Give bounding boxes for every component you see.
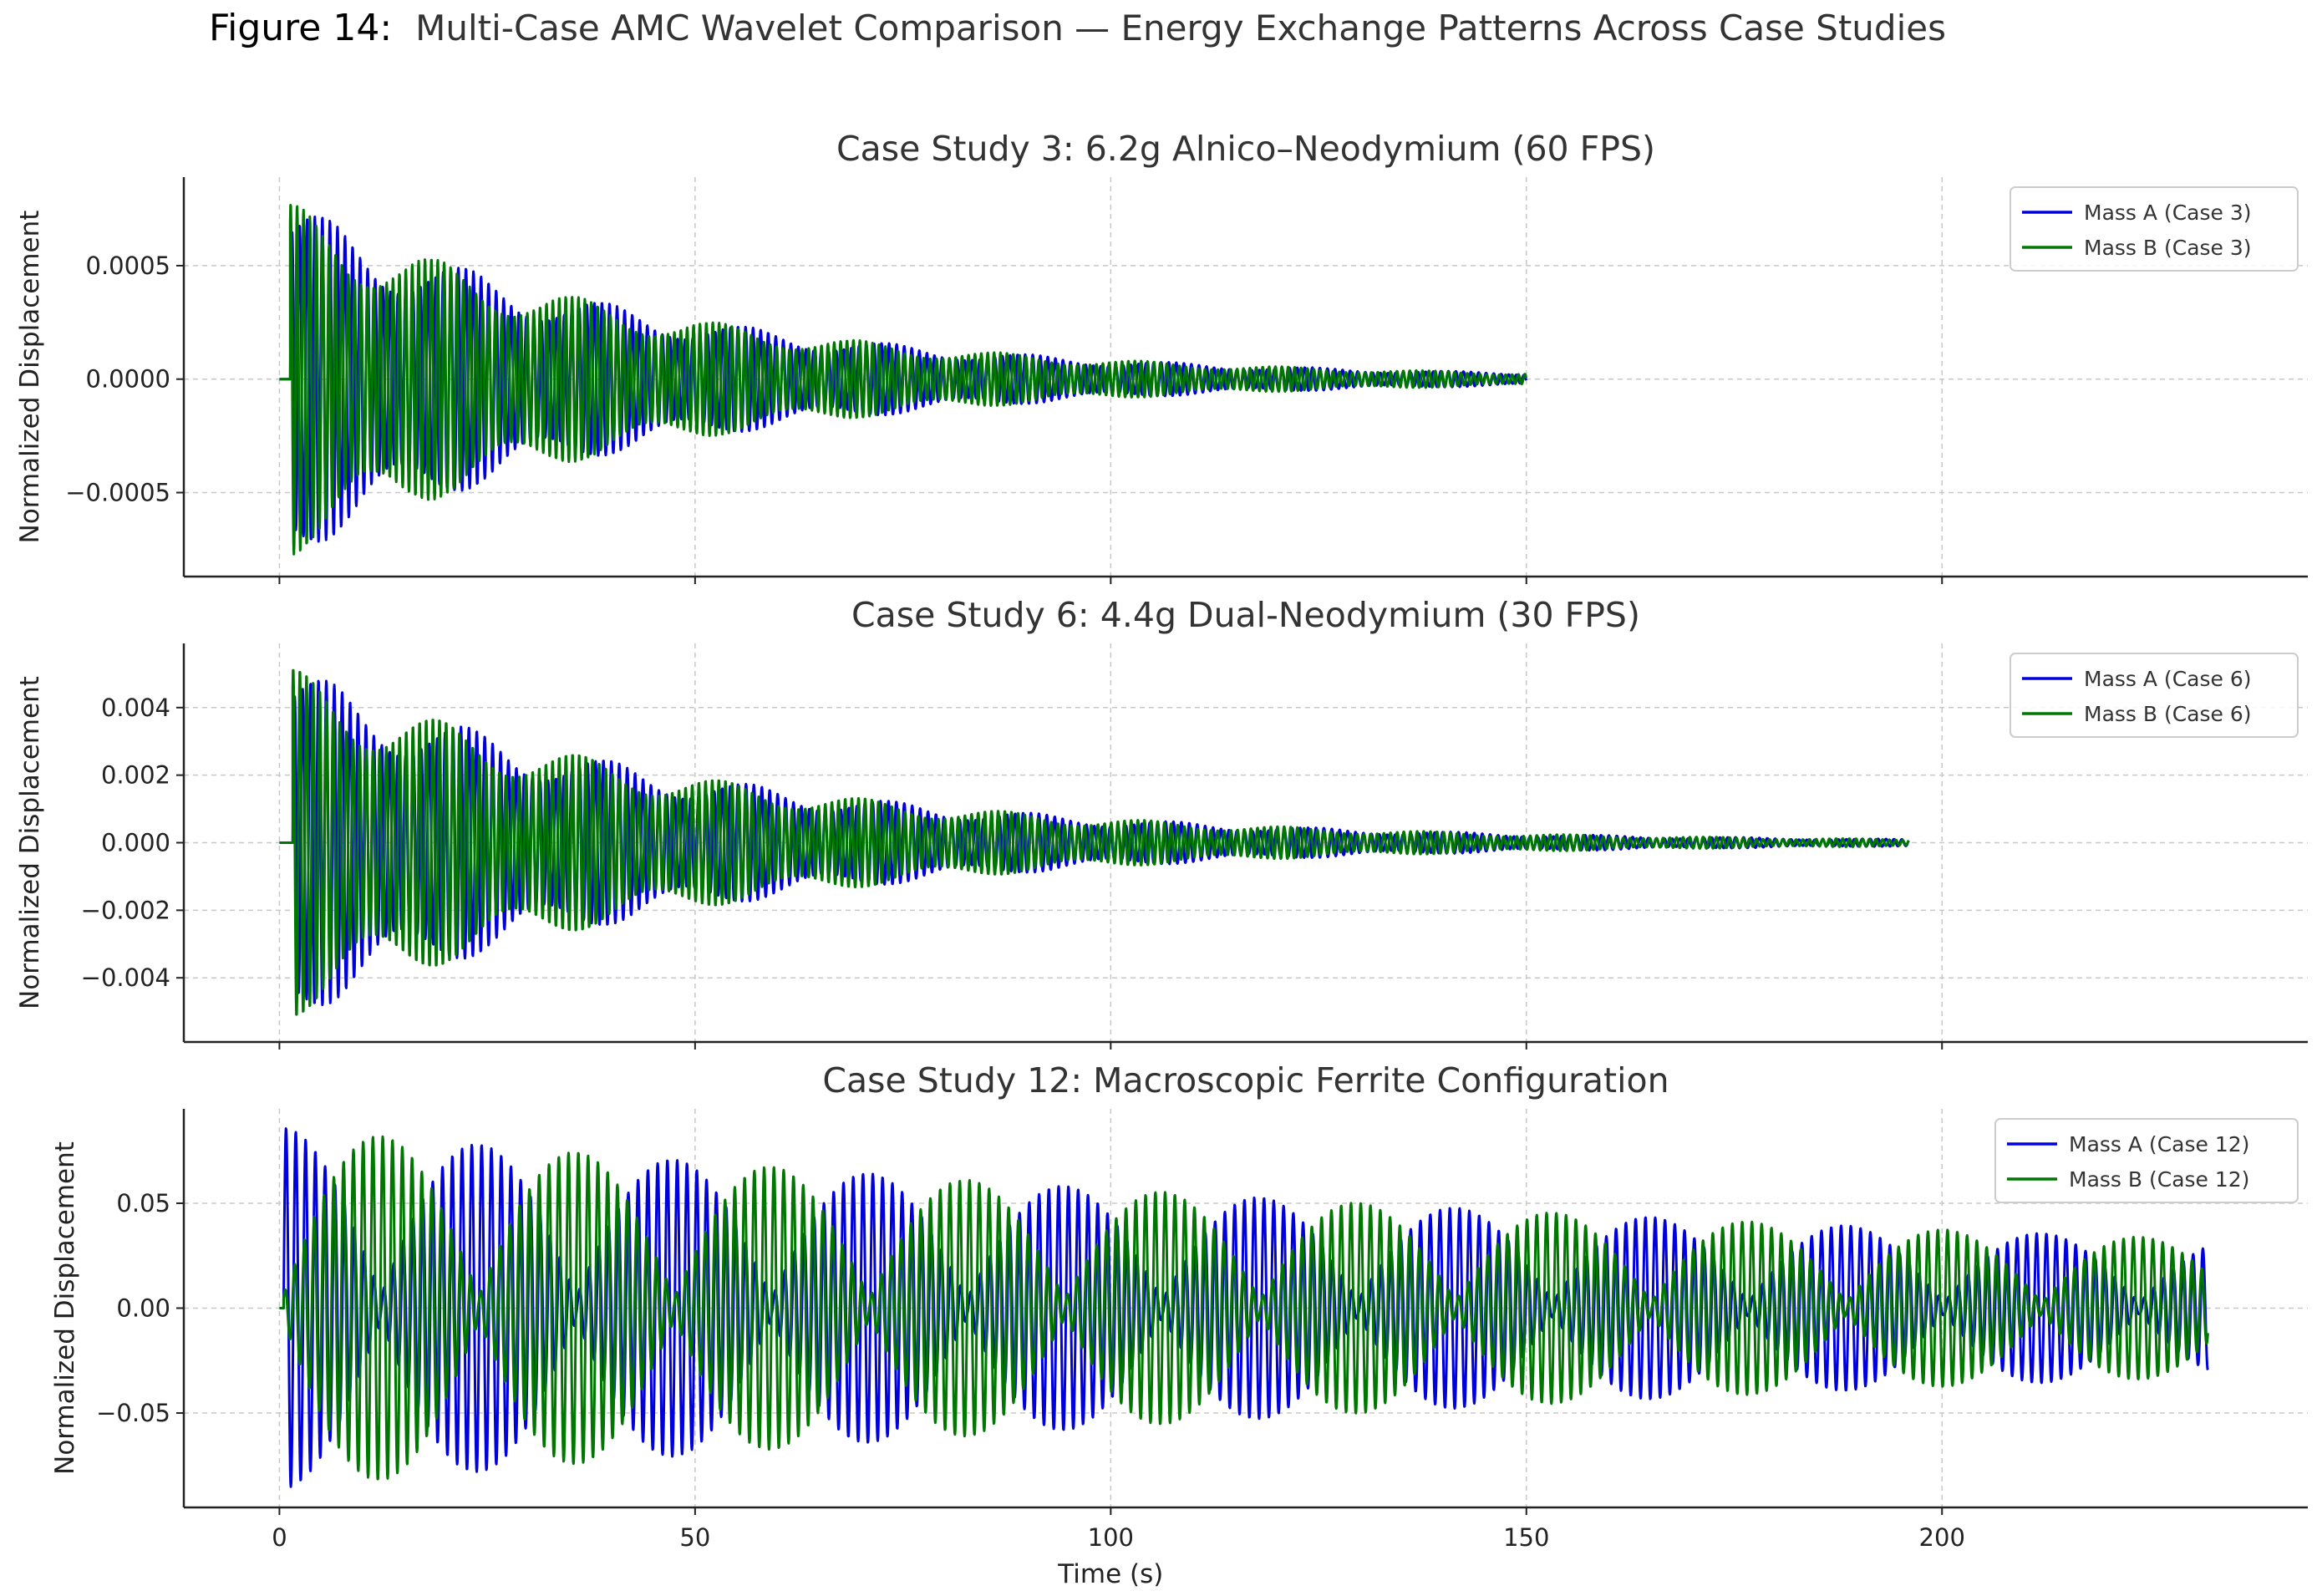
- y-tick-label: 0.0000: [86, 365, 170, 394]
- chart-panel-3: 0 50 100 150 200 −0.05 0.00 0.05 Case Study 12: …: [50, 1060, 2308, 1589]
- legend-label: Mass B (Case 12): [2069, 1167, 2249, 1192]
- y-axis-label: Normalized Displacement: [50, 1141, 80, 1475]
- x-tick-label: 150: [1503, 1523, 1549, 1552]
- plot-area: [279, 204, 1528, 556]
- legend: Mass A (Case 6) Mass B (Case 6): [2010, 653, 2299, 738]
- legend-box: [2010, 653, 2299, 738]
- panel-title: Case Study 3: 6.2g Alnico–Neodymium (60 …: [836, 129, 1655, 169]
- y-tick-label: −0.0005: [65, 479, 170, 507]
- y-axis-label: Normalized Displacement: [15, 676, 45, 1009]
- panel-title: Case Study 12: Macroscopic Ferrite Confi…: [822, 1060, 1669, 1100]
- legend-box: [2010, 186, 2299, 272]
- series-line-mass-b: [279, 1135, 2209, 1481]
- y-tick-label: 0.002: [101, 761, 170, 790]
- legend: Mass A (Case 12) Mass B (Case 12): [1994, 1118, 2299, 1203]
- y-tick-label: 0.000: [101, 829, 170, 857]
- legend-label: Mass A (Case 6): [2084, 667, 2251, 691]
- legend-label: Mass B (Case 6): [2084, 702, 2252, 726]
- figure-number: Figure 14:: [209, 7, 393, 49]
- y-tick-label: 0.0005: [86, 252, 170, 280]
- x-tick-label: 100: [1088, 1523, 1134, 1552]
- y-tick-label: 0.004: [101, 694, 170, 722]
- legend-label: Mass B (Case 3): [2084, 236, 2252, 260]
- plot-area: [279, 1127, 2209, 1488]
- plot-area: [279, 668, 1910, 1016]
- figure-title: Figure 14: Multi-Case AMC Wavelet Compari…: [209, 7, 1946, 65]
- legend-label: Mass A (Case 3): [2084, 201, 2251, 225]
- figure-title-text: Multi-Case AMC Wavelet Comparison — Ener…: [415, 8, 1946, 48]
- series-line-mass-a: [279, 216, 1528, 543]
- chart-panel-1: −0.0005 0.0000 0.0005 Case Study 3: 6.2g Al…: [15, 129, 2308, 584]
- y-tick-label: −0.004: [81, 963, 170, 992]
- chart-panel-2: −0.004 −0.002 0.000 0.002 0.004 Case Study 6:…: [15, 595, 2308, 1050]
- legend-label: Mass A (Case 12): [2069, 1132, 2249, 1156]
- series-line-mass-b: [279, 668, 1910, 1016]
- y-tick-label: 0.00: [116, 1294, 170, 1323]
- legend: Mass A (Case 3) Mass B (Case 3): [2010, 186, 2299, 272]
- y-tick-label: −0.002: [81, 896, 170, 924]
- x-tick-label: 0: [272, 1523, 287, 1552]
- x-tick-label: 50: [679, 1523, 710, 1552]
- panel-title: Case Study 6: 4.4g Dual-Neodymium (30 FP…: [851, 595, 1640, 635]
- x-tick-label: 200: [1919, 1523, 1965, 1552]
- x-axis-label: Time (s): [1057, 1559, 1163, 1589]
- legend-box: [1994, 1118, 2299, 1203]
- y-tick-label: −0.05: [96, 1399, 170, 1427]
- y-axis-label: Normalized Displacement: [15, 211, 45, 544]
- y-tick-label: 0.05: [116, 1189, 170, 1217]
- series-line-mass-b: [279, 204, 1528, 556]
